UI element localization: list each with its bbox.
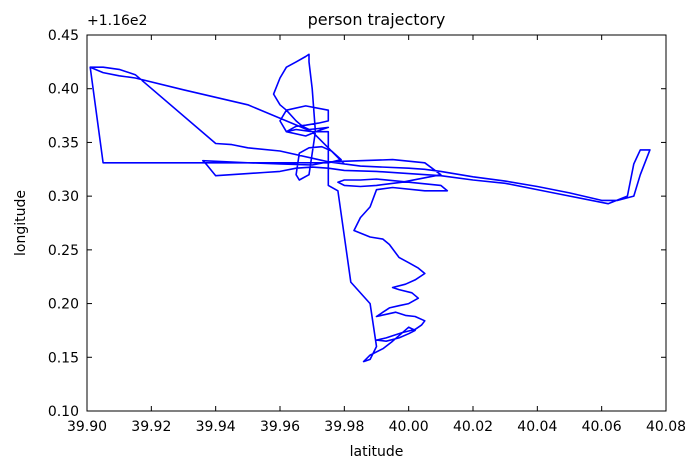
x-tick-label: 40.04 bbox=[517, 419, 557, 435]
y-tick-label: 0.15 bbox=[48, 350, 79, 366]
y-tick-label: 0.35 bbox=[48, 135, 79, 151]
y-axis-label: longitude bbox=[13, 190, 29, 256]
x-tick-label: 40.06 bbox=[582, 419, 622, 435]
y-tick-label: 0.10 bbox=[48, 404, 79, 420]
x-tick-label: 40.08 bbox=[646, 419, 686, 435]
y-axis-offset-label: +1.16e2 bbox=[87, 13, 147, 29]
x-tick-label: 39.92 bbox=[131, 419, 171, 435]
plot-frame bbox=[86, 34, 667, 412]
x-tick-label: 39.94 bbox=[196, 419, 236, 435]
x-tick-label: 39.98 bbox=[324, 419, 364, 435]
y-tick-label: 0.30 bbox=[48, 189, 79, 205]
x-tick-label: 40.02 bbox=[453, 419, 493, 435]
chart-title: person trajectory bbox=[308, 10, 446, 29]
y-tick-label: 0.45 bbox=[48, 28, 79, 44]
x-tick-label: 39.90 bbox=[67, 419, 107, 435]
x-axis-label: latitude bbox=[350, 444, 404, 460]
y-tick-label: 0.20 bbox=[48, 297, 79, 313]
x-tick-label: 39.96 bbox=[260, 419, 300, 435]
x-tick-label: 40.00 bbox=[389, 419, 429, 435]
y-tick-label: 0.25 bbox=[48, 243, 79, 259]
y-tick-label: 0.40 bbox=[48, 82, 79, 98]
y-axis: 0.10 0.15 0.20 0.25 0.30 0.35 0.40 0.45 bbox=[48, 28, 666, 420]
trajectory-line bbox=[89, 53, 651, 363]
x-axis: 39.90 39.92 39.94 39.96 39.98 40.00 40.02 40.04… bbox=[67, 35, 686, 435]
plot-area bbox=[89, 53, 651, 363]
